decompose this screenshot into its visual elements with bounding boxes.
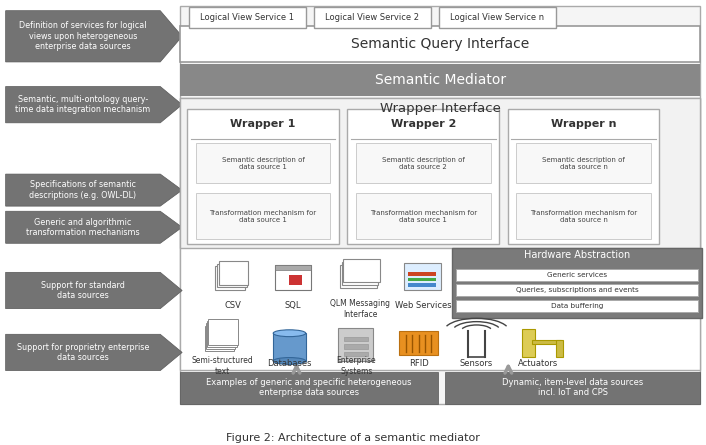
Text: Hardware Abstraction: Hardware Abstraction bbox=[524, 251, 630, 260]
Bar bbox=[344, 344, 368, 348]
Polygon shape bbox=[6, 334, 182, 371]
Text: Sensors: Sensors bbox=[460, 360, 493, 368]
Text: Wrapper 1: Wrapper 1 bbox=[230, 119, 296, 129]
Bar bbox=[408, 272, 436, 275]
Bar bbox=[456, 299, 698, 312]
Text: Wrapper n: Wrapper n bbox=[551, 119, 616, 129]
Text: Logical View Service n: Logical View Service n bbox=[450, 13, 544, 22]
Bar bbox=[180, 6, 700, 404]
Text: Databases: Databases bbox=[267, 360, 312, 368]
Bar bbox=[180, 64, 700, 96]
Text: Logical View Service 1: Logical View Service 1 bbox=[201, 13, 294, 22]
Bar bbox=[445, 372, 700, 404]
Bar bbox=[456, 269, 698, 281]
Bar bbox=[206, 324, 235, 349]
Text: RFID: RFID bbox=[409, 360, 429, 368]
Bar bbox=[275, 265, 311, 290]
Ellipse shape bbox=[273, 358, 306, 364]
Bar bbox=[208, 319, 237, 345]
Polygon shape bbox=[6, 174, 182, 206]
Bar bbox=[289, 275, 302, 285]
Text: SQL: SQL bbox=[285, 301, 301, 310]
Text: Wrapper 2: Wrapper 2 bbox=[390, 119, 456, 129]
Bar bbox=[207, 321, 237, 347]
Bar bbox=[189, 7, 306, 28]
Polygon shape bbox=[6, 272, 182, 309]
Bar bbox=[347, 109, 499, 243]
Bar bbox=[180, 98, 700, 248]
Bar bbox=[273, 333, 306, 361]
Polygon shape bbox=[6, 11, 182, 62]
Polygon shape bbox=[6, 86, 182, 123]
Bar bbox=[344, 336, 368, 341]
Text: Transformation mechanism for
data source n: Transformation mechanism for data source… bbox=[530, 210, 637, 222]
Bar bbox=[456, 284, 698, 296]
Bar bbox=[180, 26, 700, 62]
Bar bbox=[187, 109, 339, 243]
Bar bbox=[342, 262, 378, 285]
Text: Semantic Mediator: Semantic Mediator bbox=[375, 73, 505, 87]
Bar bbox=[408, 278, 436, 281]
Bar bbox=[205, 326, 234, 351]
Bar bbox=[275, 265, 311, 271]
Text: Transformation mechanism for
data source 1: Transformation mechanism for data source… bbox=[210, 210, 316, 222]
Text: CSV: CSV bbox=[225, 301, 241, 310]
Bar bbox=[356, 143, 491, 183]
Bar bbox=[508, 109, 659, 243]
Text: Wrapper Interface: Wrapper Interface bbox=[380, 102, 501, 115]
Text: Examples of generic and specific heterogeneous
enterprise data sources: Examples of generic and specific heterog… bbox=[206, 378, 412, 397]
Text: Queries, subscriptions and events: Queries, subscriptions and events bbox=[516, 287, 638, 293]
Bar bbox=[356, 193, 491, 239]
Bar bbox=[196, 193, 330, 239]
Bar bbox=[338, 328, 373, 361]
Bar bbox=[399, 331, 438, 355]
Bar bbox=[180, 98, 700, 369]
Text: Enterprise
Systems: Enterprise Systems bbox=[337, 356, 376, 376]
Text: Data buffering: Data buffering bbox=[551, 303, 604, 309]
Text: Semi-structured
text: Semi-structured text bbox=[191, 356, 253, 376]
Text: Logical View Service 2: Logical View Service 2 bbox=[325, 13, 419, 22]
Bar bbox=[340, 265, 377, 288]
Bar bbox=[314, 7, 431, 28]
Bar bbox=[439, 7, 556, 28]
Bar bbox=[516, 193, 651, 239]
Text: Semantic description of
data source 2: Semantic description of data source 2 bbox=[382, 157, 465, 170]
Text: Generic and algorithmic
transformation mechanisms: Generic and algorithmic transformation m… bbox=[26, 218, 140, 237]
Bar bbox=[556, 340, 563, 357]
Bar bbox=[196, 143, 330, 183]
Text: Semantic description of
data source n: Semantic description of data source n bbox=[542, 157, 625, 170]
Bar bbox=[408, 283, 436, 287]
Bar bbox=[452, 248, 702, 318]
Text: Dynamic, item-level data sources
incl. IoT and CPS: Dynamic, item-level data sources incl. I… bbox=[502, 378, 643, 397]
Text: Support for proprietry enterprise
data sources: Support for proprietry enterprise data s… bbox=[17, 343, 149, 362]
Text: Transformation mechanism for
data source 1: Transformation mechanism for data source… bbox=[370, 210, 477, 222]
Text: Generic services: Generic services bbox=[547, 272, 607, 278]
Bar bbox=[522, 329, 535, 357]
Polygon shape bbox=[6, 211, 182, 243]
Bar bbox=[516, 143, 651, 183]
Text: Definition of services for logical
views upon heterogeneous
enterprise data sour: Definition of services for logical views… bbox=[19, 21, 147, 51]
Bar bbox=[532, 340, 561, 344]
Text: QLM Messaging
Interface: QLM Messaging Interface bbox=[330, 299, 390, 319]
Text: Semantic description of
data source 1: Semantic description of data source 1 bbox=[222, 157, 304, 170]
Text: Semantic Query Interface: Semantic Query Interface bbox=[351, 37, 530, 51]
Bar bbox=[344, 352, 368, 356]
Text: Actuators: Actuators bbox=[517, 360, 558, 368]
Ellipse shape bbox=[273, 330, 306, 336]
Text: Web Services: Web Services bbox=[395, 301, 452, 310]
Text: Support for standard
data sources: Support for standard data sources bbox=[41, 281, 125, 300]
Text: Figure 2: Architecture of a semantic mediator: Figure 2: Architecture of a semantic med… bbox=[226, 433, 480, 443]
Text: Semantic, multi-ontology query-
time data integration mechanism: Semantic, multi-ontology query- time dat… bbox=[16, 95, 150, 114]
Bar bbox=[343, 259, 380, 283]
Bar bbox=[217, 263, 246, 287]
Bar bbox=[215, 266, 245, 290]
Bar bbox=[180, 372, 438, 404]
Bar bbox=[404, 263, 441, 290]
Bar bbox=[219, 261, 249, 284]
Text: Specifications of semantic
descriptions (e.g. OWL-DL): Specifications of semantic descriptions … bbox=[30, 180, 136, 200]
